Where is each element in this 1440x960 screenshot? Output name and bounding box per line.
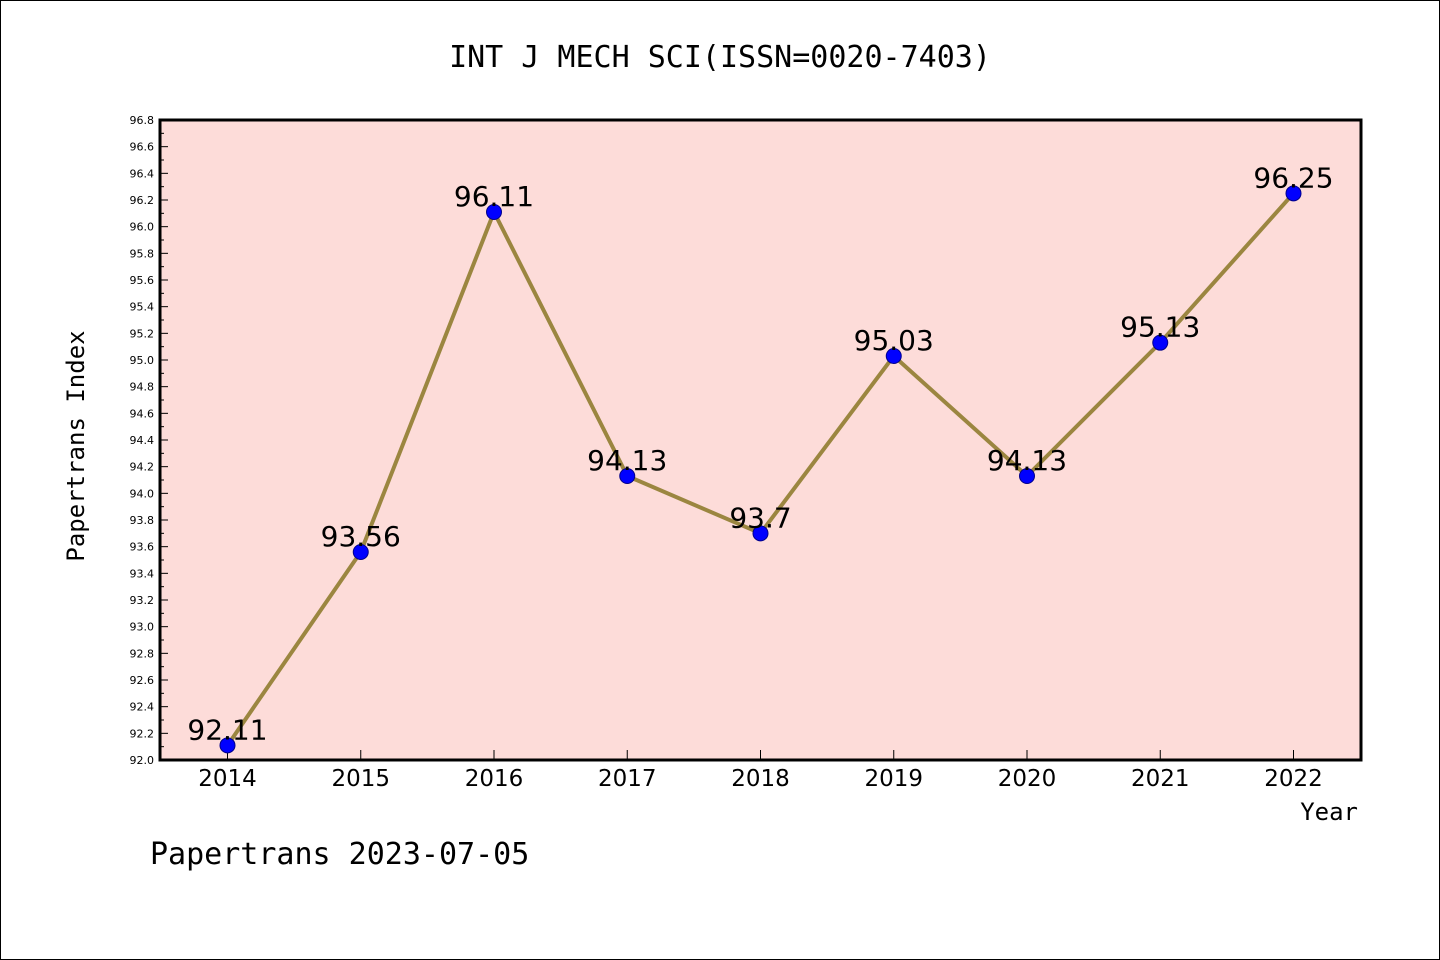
data-labels: 92.11 93.56 96.11 94.13 93.7 95.03 94.13 95.13 9… [187,161,1333,746]
data-points [219,185,1302,754]
x-axis: 2014 2015 2016 2017 2018 2019 2020 2021 2022 [198,750,1323,792]
x-tick-label: 2021 [1131,766,1190,792]
data-label: 95.03 [854,324,934,357]
data-label: 96.11 [454,180,534,213]
y-axis: 92.0 92.2 92.4 92.6 92.8 93.0 93.2 93.4 93.6 93.8… [130,114,168,767]
y-tick-label: 94.6 [130,407,155,420]
data-label: 93.7 [729,501,791,534]
y-tick-label: 95.2 [130,327,155,340]
y-tick-label: 96.2 [130,194,155,207]
data-label: 94.13 [587,444,667,477]
footer-text: Papertrans 2023-07-05 [150,837,529,872]
y-tick-label: 95.0 [130,354,155,367]
x-tick-label: 2018 [731,766,790,792]
x-tick-label: 2016 [465,766,524,792]
y-tick-label: 94.2 [130,461,155,474]
data-label: 93.56 [321,520,401,553]
y-tick-label: 96.8 [130,114,155,127]
y-tick-label: 94.4 [130,434,155,447]
data-point [752,525,769,542]
y-tick-label: 93.2 [130,594,155,607]
x-tick-label: 2020 [998,766,1057,792]
data-label: 96.25 [1253,161,1333,194]
data-point [219,737,236,754]
x-tick-label: 2019 [864,766,923,792]
x-tick-label: 2017 [598,766,657,792]
data-point [619,468,636,484]
y-tick-label: 94.8 [130,381,155,394]
y-tick-label: 95.6 [130,274,155,287]
data-point [885,348,902,364]
y-tick-label: 96.6 [130,141,155,154]
y-tick-label: 92.8 [130,647,155,660]
x-tick-label: 2015 [331,766,390,792]
y-tick-label: 96.4 [130,167,155,180]
y-tick-label: 95.4 [130,301,155,314]
data-point [1285,185,1302,202]
plot-area [158,118,1363,762]
data-point [486,204,502,220]
data-point [1019,468,1035,484]
y-tick-label: 92.2 [130,727,155,740]
data-point [352,544,369,560]
y-axis-label: Papertrans Index [62,330,90,561]
y-tick-label: 92.4 [130,701,155,714]
y-tick-label: 93.6 [130,541,155,554]
y-tick-label: 93.4 [130,567,155,580]
x-axis-label: Year [1300,798,1358,826]
data-label: 95.13 [1120,311,1200,344]
x-tick-label: 2014 [198,766,257,792]
y-tick-label: 92.0 [130,754,155,767]
y-tick-label: 96.0 [130,221,155,234]
y-tick-label: 94.0 [130,487,155,500]
y-tick-label: 93.8 [130,514,155,527]
data-label: 92.11 [187,713,267,746]
y-tick-label: 92.6 [130,674,155,687]
data-label: 94.13 [987,444,1067,477]
y-tick-label: 95.8 [130,247,155,260]
chart-title: INT J MECH SCI(ISSN=0020-7403) [449,40,991,75]
data-point [1152,334,1169,351]
y-tick-label: 93.0 [130,621,155,634]
x-tick-label: 2022 [1264,766,1323,792]
